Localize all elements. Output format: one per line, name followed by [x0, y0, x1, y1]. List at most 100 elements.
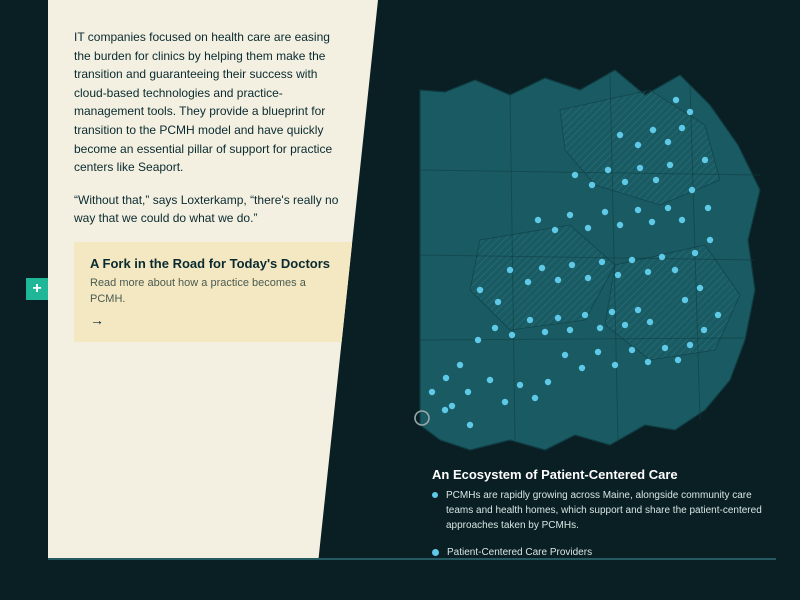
provider-dot	[615, 272, 621, 278]
provider-dot	[702, 157, 708, 163]
provider-dot	[662, 345, 668, 351]
provider-dot	[487, 377, 493, 383]
provider-dot	[442, 407, 448, 413]
provider-dot	[645, 359, 651, 365]
provider-dot	[715, 312, 721, 318]
provider-dot	[477, 287, 483, 293]
provider-dot	[545, 379, 551, 385]
provider-dot	[665, 205, 671, 211]
provider-dot	[673, 97, 679, 103]
provider-dot	[612, 362, 618, 368]
provider-dot	[650, 127, 656, 133]
provider-dot	[457, 362, 463, 368]
provider-dot	[617, 222, 623, 228]
provider-dot	[679, 125, 685, 131]
article-panel: IT companies focused on health care are …	[48, 0, 378, 558]
plus-icon: +	[32, 280, 41, 298]
provider-dot	[679, 217, 685, 223]
provider-dot	[567, 212, 573, 218]
bullet-icon	[432, 492, 438, 498]
provider-dot	[517, 382, 523, 388]
provider-dot	[649, 219, 655, 225]
provider-dot	[645, 269, 651, 275]
provider-dot	[687, 342, 693, 348]
provider-dot	[429, 389, 435, 395]
provider-dot	[579, 365, 585, 371]
provider-dot	[562, 352, 568, 358]
legend-label: Patient-Centered Care Providers	[447, 547, 592, 558]
provider-dot	[637, 165, 643, 171]
provider-dot	[535, 217, 541, 223]
provider-dot	[532, 395, 538, 401]
provider-dot	[465, 389, 471, 395]
provider-dot	[492, 325, 498, 331]
provider-dot	[665, 139, 671, 145]
provider-dot	[467, 422, 473, 428]
provider-dot	[635, 207, 641, 213]
provider-dot	[542, 329, 548, 335]
provider-dot	[605, 167, 611, 173]
provider-dot	[602, 209, 608, 215]
provider-dot	[582, 312, 588, 318]
map-maine	[360, 30, 790, 460]
provider-dot	[635, 142, 641, 148]
provider-dot	[585, 275, 591, 281]
article-body: IT companies focused on health care are …	[74, 28, 346, 228]
map-title: An Ecosystem of Patient-Centered Care	[432, 467, 772, 482]
provider-dot	[572, 172, 578, 178]
provider-dot	[552, 227, 558, 233]
focus-ring-icon	[415, 411, 429, 425]
provider-dot	[495, 299, 501, 305]
provider-dot	[502, 399, 508, 405]
callout-subtitle: Read more about how a practice becomes a…	[90, 275, 336, 308]
provider-dot	[697, 285, 703, 291]
provider-dot	[597, 325, 603, 331]
provider-dot	[659, 254, 665, 260]
callout-title: A Fork in the Road for Today's Doctors	[90, 256, 336, 271]
expand-button[interactable]: +	[26, 278, 48, 300]
provider-dot	[622, 322, 628, 328]
provider-dot	[653, 177, 659, 183]
provider-dot	[701, 327, 707, 333]
provider-dot	[609, 309, 615, 315]
provider-dot	[555, 277, 561, 283]
map-caption: An Ecosystem of Patient-Centered Care PC…	[432, 467, 772, 558]
map-description: PCMHs are rapidly growing across Maine, …	[446, 488, 772, 533]
read-more-callout[interactable]: A Fork in the Road for Today's Doctors R…	[74, 242, 352, 342]
map-legend: Patient-Centered Care Providers	[432, 547, 772, 558]
provider-dot	[595, 349, 601, 355]
article-paragraph: “Without that,” says Loxterkamp, “there'…	[74, 191, 346, 228]
provider-dot	[705, 205, 711, 211]
provider-dot	[475, 337, 481, 343]
provider-dot	[555, 315, 561, 321]
provider-dot	[687, 109, 693, 115]
provider-dot	[527, 317, 533, 323]
provider-dot	[635, 307, 641, 313]
provider-dot	[682, 297, 688, 303]
provider-dot	[567, 327, 573, 333]
provider-dot	[617, 132, 623, 138]
provider-dot	[539, 265, 545, 271]
provider-dot	[449, 403, 455, 409]
provider-dot	[672, 267, 678, 273]
provider-dot	[599, 259, 605, 265]
provider-dot	[689, 187, 695, 193]
provider-dot	[692, 250, 698, 256]
provider-dot	[629, 347, 635, 353]
provider-dot	[667, 162, 673, 168]
arrow-right-icon: →	[90, 312, 336, 328]
provider-dot	[507, 267, 513, 273]
provider-dot	[585, 225, 591, 231]
divider	[48, 558, 776, 560]
provider-dot	[569, 262, 575, 268]
legend-dot-icon	[432, 549, 439, 556]
provider-dot	[443, 375, 449, 381]
provider-dot	[647, 319, 653, 325]
provider-dot	[509, 332, 515, 338]
article-paragraph: IT companies focused on health care are …	[74, 28, 346, 177]
provider-dot	[589, 182, 595, 188]
provider-dot	[707, 237, 713, 243]
provider-dot	[622, 179, 628, 185]
provider-dot	[525, 279, 531, 285]
provider-dot	[675, 357, 681, 363]
